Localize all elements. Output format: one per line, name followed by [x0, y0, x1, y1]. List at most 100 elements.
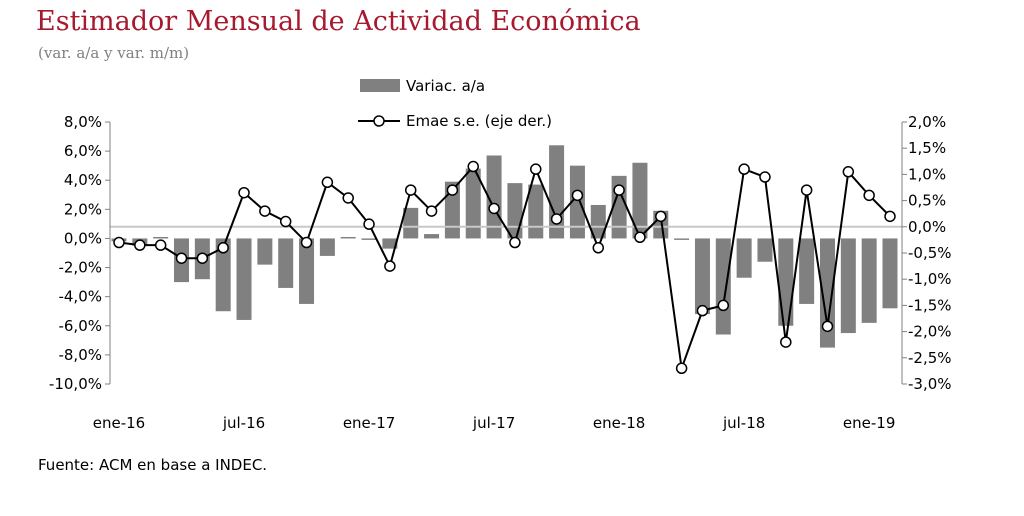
- bar: [507, 183, 523, 239]
- x-tick-label: jul-16: [222, 414, 265, 432]
- line-marker: [467, 160, 479, 173]
- left-tick-label: -10,0%: [49, 375, 102, 393]
- line-marker: [175, 252, 188, 264]
- bar: [444, 181, 460, 239]
- line-marker: [717, 299, 730, 312]
- right-tick-label: -1,5%: [908, 296, 952, 314]
- bar: [694, 238, 710, 315]
- bar: [674, 238, 690, 240]
- legend: Variac. a/a Emae s.e. (eje der.): [358, 77, 552, 130]
- right-tick-label: -2,5%: [908, 349, 952, 367]
- line-marker: [300, 236, 313, 249]
- bar: [153, 236, 169, 239]
- right-tick-label: -3,0%: [908, 375, 952, 393]
- bar: [778, 238, 794, 326]
- bar: [486, 155, 502, 239]
- line-marker: [321, 176, 334, 189]
- left-tick-label: 8,0%: [64, 113, 102, 131]
- bar: [361, 238, 377, 240]
- chart-subtitle: (var. a/a y var. m/m): [38, 44, 190, 62]
- bar: [299, 238, 315, 304]
- line-marker: [613, 184, 625, 196]
- bar: [236, 238, 252, 320]
- bars-layer: [111, 145, 898, 348]
- bar: [340, 236, 356, 239]
- left-tick-label: 6,0%: [64, 142, 102, 160]
- line-marker: [550, 213, 563, 225]
- line-marker: [821, 320, 834, 333]
- line-marker: [780, 336, 792, 348]
- legend-bar-label: Variac. a/a: [406, 77, 485, 95]
- line-marker: [154, 239, 167, 251]
- bar: [403, 207, 419, 239]
- line-marker: [196, 252, 209, 264]
- bar: [819, 238, 835, 348]
- bar: [215, 238, 231, 312]
- bar: [715, 238, 731, 335]
- bar: [882, 238, 898, 309]
- line-marker: [884, 210, 896, 223]
- right-tick-label: 1,5%: [908, 139, 946, 157]
- line-marker: [259, 205, 271, 217]
- x-tick-label: jul-18: [722, 414, 765, 432]
- line-marker: [696, 304, 709, 317]
- bar: [861, 238, 877, 323]
- bar: [840, 238, 856, 334]
- bar: [424, 234, 440, 239]
- line-marker: [279, 215, 292, 228]
- legend-bar-swatch: [360, 79, 400, 92]
- line-marker: [488, 202, 500, 215]
- line-marker: [446, 184, 459, 196]
- bar: [799, 238, 815, 304]
- line-marker: [759, 171, 771, 183]
- left-axis: 8,0% 6,0% 4,0% 2,0% 0,0% -2,0% -4,0% -6,0% -8,0%…: [49, 113, 111, 393]
- x-tick-label: ene-18: [593, 414, 645, 432]
- bar: [382, 238, 398, 249]
- line-marker: [425, 205, 438, 217]
- chart-title: Estimador Mensual de Actividad Económica: [36, 6, 641, 37]
- right-tick-label: 0,5%: [908, 192, 946, 210]
- right-tick-label: -1,0%: [908, 270, 952, 288]
- line-marker: [134, 239, 146, 251]
- line-marker: [530, 163, 542, 175]
- bar: [257, 238, 273, 265]
- x-axis: ene-16 jul-16 ene-17 jul-17 ene-18 jul-18 ene-…: [93, 414, 896, 432]
- bar: [319, 238, 335, 256]
- right-axis: 2,0% 1,5% 1,0% 0,5% 0,0% -0,5% -1,0% -1,5% -2,0%…: [901, 113, 952, 393]
- bar: [757, 238, 773, 262]
- bar: [465, 168, 481, 239]
- right-tick-label: 0,0%: [908, 218, 946, 236]
- line-marker: [363, 218, 375, 230]
- bar: [632, 162, 648, 239]
- left-tick-label: -2,0%: [58, 259, 102, 277]
- left-tick-label: 0,0%: [64, 229, 102, 247]
- line-marker: [509, 236, 521, 249]
- x-tick-label: ene-16: [93, 414, 145, 432]
- line-marker: [384, 260, 396, 272]
- line-marker: [738, 163, 750, 175]
- line-marker: [404, 184, 417, 196]
- line-marker: [842, 166, 855, 178]
- line-marker: [342, 192, 354, 204]
- legend-line-label: Emae s.e. (eje der.): [406, 112, 552, 130]
- line-marker: [675, 362, 688, 375]
- series-line: [118, 164, 891, 369]
- line-marker: [113, 236, 125, 249]
- left-tick-label: -6,0%: [58, 317, 102, 335]
- legend-line-marker: [373, 115, 385, 127]
- right-tick-label: 1,0%: [908, 165, 946, 183]
- left-tick-label: 4,0%: [64, 171, 102, 189]
- bar: [590, 204, 606, 239]
- line-layer: [113, 160, 896, 375]
- right-tick-label: 2,0%: [908, 113, 946, 131]
- line-marker: [592, 242, 605, 254]
- left-tick-label: 2,0%: [64, 200, 102, 218]
- line-marker: [238, 186, 250, 199]
- x-tick-label: ene-17: [343, 414, 395, 432]
- line-marker: [655, 210, 667, 223]
- line-marker: [217, 242, 229, 254]
- line-marker: [634, 231, 646, 244]
- bar: [569, 165, 585, 239]
- right-tick-label: -0,5%: [908, 244, 952, 262]
